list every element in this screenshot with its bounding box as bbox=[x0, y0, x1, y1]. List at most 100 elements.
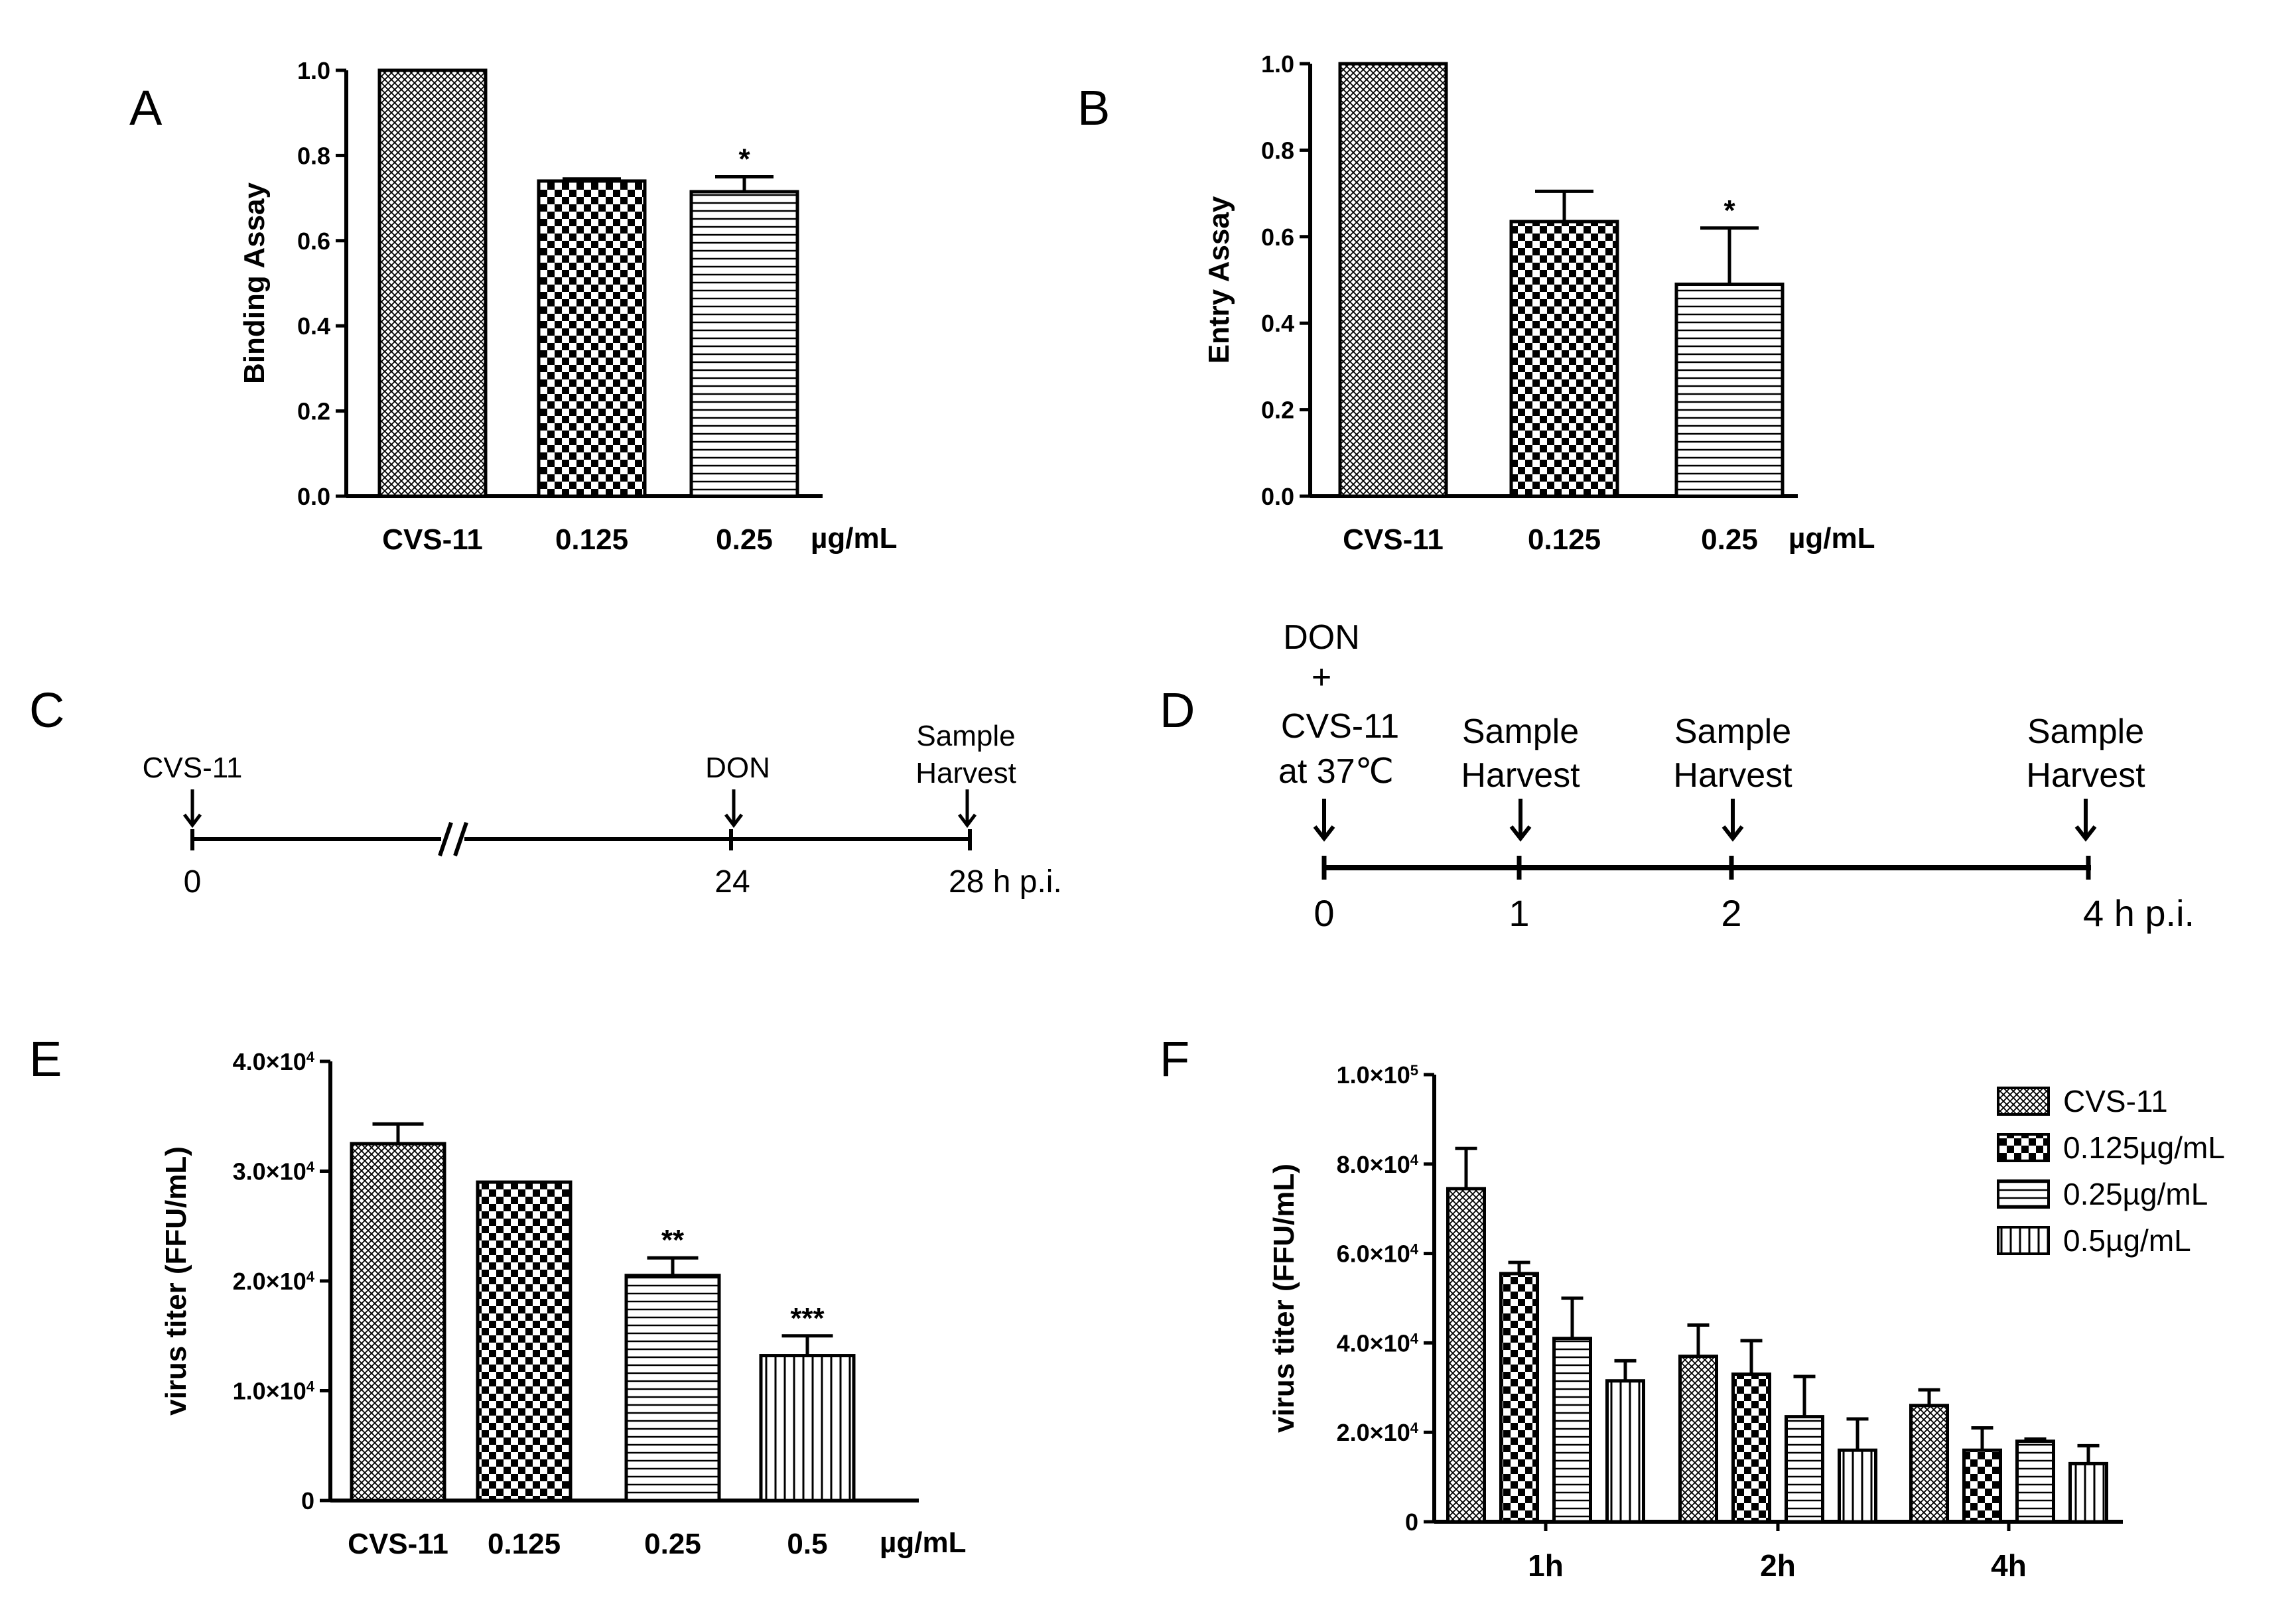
x-tick-label: 1h bbox=[1528, 1548, 1564, 1583]
timeline-c-label-harvest-1: Sample bbox=[916, 720, 1015, 752]
legend-swatch bbox=[1997, 1087, 2050, 1116]
bar bbox=[350, 1142, 446, 1503]
significance-label: * bbox=[738, 143, 750, 176]
legend-swatch bbox=[1997, 1226, 2050, 1255]
down-arrow-icon bbox=[1313, 799, 1335, 842]
panel-label-c: C bbox=[29, 683, 64, 738]
x-unit-label: µg/mL bbox=[880, 1526, 966, 1559]
x-tick-label: 0.25 bbox=[716, 523, 773, 556]
chart-a-binding-assay: 0.0 0.2 0.4 0.6 0.8 1.0 Binding Assay CVS-11 0.1… bbox=[238, 57, 897, 556]
bar bbox=[2068, 1461, 2108, 1524]
timeline-d: DON + CVS-11 at 37℃ Sample Harvest Sampl… bbox=[1278, 618, 2195, 934]
chart-f-virus-titer-time: 0 2.0×104 4.0×104 6.0×104 8.0×104 1.0×105 viru… bbox=[1268, 1061, 2225, 1583]
timeline-c-label-harvest-2: Harvest bbox=[915, 757, 1016, 789]
down-arrow-icon bbox=[1722, 799, 1744, 842]
timeline-d-label-cvs11: CVS-11 bbox=[1281, 707, 1399, 746]
bar bbox=[2015, 1439, 2055, 1524]
down-arrow-icon bbox=[958, 789, 977, 829]
bar bbox=[1338, 62, 1448, 498]
y-tick-label: 0.4 bbox=[1261, 310, 1294, 337]
y-tick-label: 0 bbox=[301, 1487, 314, 1514]
y-tick-label: 4.0×104 bbox=[233, 1048, 315, 1075]
timeline-c-tick-24: 24 bbox=[714, 864, 750, 900]
y-tick-label: 0.2 bbox=[1261, 397, 1294, 424]
x-tick-label: 0.125 bbox=[555, 523, 628, 556]
timeline-d-label-plus: + bbox=[1312, 658, 1331, 697]
timeline-d-harvest1-line1: Sample bbox=[1462, 712, 1579, 751]
bar bbox=[377, 68, 488, 498]
y-axis-label: Entry Assay bbox=[1203, 196, 1235, 364]
timeline-d-harvest2-line2: Harvest bbox=[1673, 756, 1792, 795]
y-tick-label: 8.0×104 bbox=[1337, 1151, 1419, 1178]
bar bbox=[689, 190, 799, 498]
y-tick-label: 0.4 bbox=[297, 312, 330, 340]
legend-label: CVS-11 bbox=[2063, 1084, 2168, 1118]
x-tick-label: 2h bbox=[1760, 1548, 1796, 1583]
chart-e-virus-titer: 0 1.0×104 2.0×104 3.0×104 4.0×104 virus titer… bbox=[160, 1048, 966, 1560]
bar bbox=[1909, 1404, 1949, 1524]
down-arrow-icon bbox=[724, 789, 743, 829]
timeline-d-harvest1-line2: Harvest bbox=[1461, 756, 1580, 795]
bar bbox=[1678, 1355, 1718, 1524]
down-arrow-icon bbox=[183, 789, 202, 829]
bar bbox=[1962, 1448, 2002, 1524]
y-tick-label: 0.8 bbox=[1261, 137, 1294, 164]
bar bbox=[624, 1274, 721, 1503]
bar bbox=[1446, 1187, 1486, 1524]
bar bbox=[1499, 1272, 1539, 1524]
down-arrow-icon bbox=[2074, 799, 2097, 842]
timeline-d-label-temp: at 37℃ bbox=[1278, 752, 1394, 791]
legend: CVS-11 0.125µg/mL 0.25µg/mL 0.5µg/mL bbox=[1997, 1084, 2225, 1258]
panel-label-d: D bbox=[1160, 683, 1195, 738]
timeline-d-label-don: DON bbox=[1283, 618, 1360, 657]
timeline-d-tick-2: 2 bbox=[1721, 892, 1741, 934]
x-tick-label: CVS-11 bbox=[382, 523, 483, 556]
y-tick-label: 0.2 bbox=[297, 398, 330, 425]
panel-label-f: F bbox=[1160, 1032, 1189, 1087]
y-tick-label: 0.0 bbox=[1261, 483, 1294, 510]
y-tick-label: 1.0×104 bbox=[233, 1378, 315, 1405]
y-axis-label: Binding Assay bbox=[238, 182, 271, 384]
timeline-d-harvest3-line2: Harvest bbox=[2026, 756, 2145, 795]
y-tick-label: 0.8 bbox=[297, 142, 330, 169]
y-tick-label: 3.0×104 bbox=[233, 1158, 315, 1185]
y-tick-label: 6.0×104 bbox=[1337, 1240, 1419, 1268]
bar bbox=[1509, 220, 1619, 498]
y-tick-label: 0.6 bbox=[297, 228, 330, 255]
timeline-d-tick-4: 4 h p.i. bbox=[2083, 892, 2195, 934]
y-tick-label: 1.0 bbox=[1261, 50, 1294, 78]
significance-label: * bbox=[1723, 194, 1735, 227]
legend-swatch bbox=[1997, 1133, 2050, 1162]
down-arrow-icon bbox=[1509, 799, 1532, 842]
x-tick-label: CVS-11 bbox=[348, 1528, 448, 1560]
timeline-c: CVS-11 DON Sample Harvest 0 24 28 h p.i. bbox=[143, 720, 1062, 900]
x-tick-label: 4h bbox=[1991, 1548, 2027, 1583]
x-tick-label: 0.5 bbox=[787, 1528, 827, 1560]
y-tick-label: 0.6 bbox=[1261, 224, 1294, 251]
y-tick-label: 4.0×104 bbox=[1337, 1329, 1419, 1357]
bar bbox=[1605, 1379, 1645, 1524]
y-tick-label: 2.0×104 bbox=[1337, 1419, 1419, 1446]
bar bbox=[1674, 283, 1785, 498]
timeline-c-tick-0: 0 bbox=[184, 864, 202, 900]
bar bbox=[759, 1354, 856, 1503]
bar bbox=[1785, 1415, 1824, 1524]
x-tick-label: CVS-11 bbox=[1343, 523, 1444, 556]
significance-label: ** bbox=[661, 1224, 685, 1256]
bar bbox=[1838, 1448, 1877, 1524]
legend-label: 0.5µg/mL bbox=[2063, 1223, 2191, 1258]
x-unit-label: µg/mL bbox=[1789, 522, 1875, 555]
panel-label-b: B bbox=[1077, 80, 1110, 135]
timeline-c-label-don: DON bbox=[705, 752, 770, 784]
bar bbox=[537, 179, 647, 498]
chart-b-entry-assay: 0.0 0.2 0.4 0.6 0.8 1.0 Entry Assay CVS-11 0.125… bbox=[1203, 50, 1875, 556]
x-unit-label: µg/mL bbox=[811, 522, 897, 555]
y-axis-label: virus titer (FFU/mL) bbox=[160, 1146, 192, 1416]
bar bbox=[476, 1180, 573, 1503]
y-tick-label: 0.0 bbox=[297, 483, 330, 510]
bar bbox=[1552, 1337, 1592, 1524]
y-axis-label: virus titer (FFU/mL) bbox=[1268, 1164, 1300, 1433]
legend-label: 0.125µg/mL bbox=[2063, 1130, 2225, 1165]
panel-label-a: A bbox=[129, 80, 163, 135]
